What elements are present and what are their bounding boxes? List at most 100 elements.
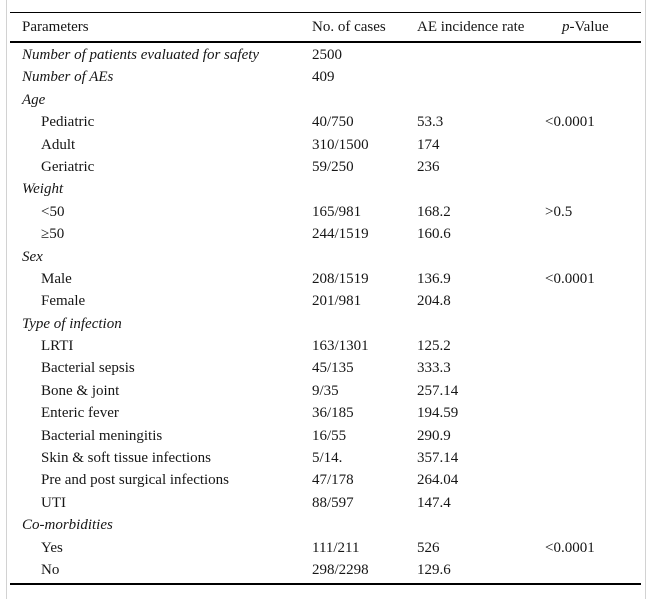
row-parameter-label: LRTI	[41, 338, 74, 355]
row-p-value	[545, 469, 641, 491]
row-parameter-label: Pre and post surgical infections	[41, 472, 230, 489]
row-p-value	[545, 313, 641, 335]
row-no-of-cases: 45/135	[312, 360, 354, 377]
row-no-of-cases: 163/1301	[312, 338, 369, 355]
row-p-value	[545, 402, 641, 424]
row-parameter-label: Bacterial meningitis	[41, 427, 163, 444]
row-ae-incidence-rate: 174	[417, 136, 440, 153]
table-row: LRTI 163/1301 125.2	[10, 335, 641, 357]
row-ae-incidence-rate: 160.6	[417, 226, 451, 243]
row-ae-incidence-rate	[417, 246, 545, 268]
row-ae-incidence-rate	[417, 178, 545, 200]
row-parameter-label: Bacterial sepsis	[41, 360, 135, 377]
row-ae-incidence-rate: 333.3	[417, 360, 451, 377]
row-parameter-label: Age	[22, 91, 46, 108]
table-row: Age	[10, 89, 641, 111]
row-parameter-label: Sex	[22, 248, 43, 265]
row-no-of-cases: 208/1519	[312, 270, 369, 287]
row-ae-incidence-rate: 129.6	[417, 561, 451, 578]
table-row: Sex	[10, 246, 641, 268]
row-p-value	[545, 44, 641, 66]
row-p-value	[545, 447, 641, 469]
table-row: Type of infection	[10, 313, 641, 335]
row-no-of-cases: 2500	[312, 47, 342, 63]
table-row: Bone & joint 9/35 257.14	[10, 380, 641, 402]
row-parameter-label: Geriatric	[41, 158, 95, 175]
row-no-of-cases: 298/2298	[312, 561, 369, 578]
table-row: No 298/2298 129.6	[10, 559, 641, 581]
row-ae-incidence-rate: 264.04	[417, 472, 459, 489]
table-row: Pediatric 40/750 53.3 <0.0001	[10, 111, 641, 133]
table-row: Male 208/1519 136.9 <0.0001	[10, 268, 641, 290]
row-p-value	[545, 380, 641, 402]
row-parameter-label: Weight	[22, 181, 64, 198]
table-row: Bacterial sepsis 45/135 333.3	[10, 357, 641, 379]
row-ae-incidence-rate: 257.14	[417, 382, 459, 399]
table-row: Skin & soft tissue infections 5/14. 357.…	[10, 447, 641, 469]
row-parameter-label: Male	[41, 270, 72, 287]
row-no-of-cases: 59/250	[312, 158, 354, 175]
row-parameter-label: Skin & soft tissue infections	[41, 450, 211, 467]
row-ae-incidence-rate: 125.2	[417, 338, 451, 355]
row-no-of-cases: 16/55	[312, 427, 347, 444]
row-no-of-cases: 5/14.	[312, 450, 343, 467]
row-no-of-cases: 310/1500	[312, 136, 369, 153]
row-p-value: <0.0001	[545, 270, 595, 287]
row-parameter-label: Pediatric	[41, 114, 95, 131]
table-row: Number of patients evaluated for safety …	[10, 44, 641, 66]
row-ae-incidence-rate	[417, 313, 545, 335]
row-parameter-label: Number of AEs	[22, 69, 114, 86]
row-ae-incidence-rate	[417, 66, 545, 88]
p-value-rest: -Value	[569, 19, 609, 35]
row-no-of-cases: 36/185	[312, 405, 354, 422]
row-no-of-cases: 165/981	[312, 203, 362, 220]
row-p-value	[545, 246, 641, 268]
row-p-value	[545, 335, 641, 357]
column-header-no-of-cases: No. of cases	[312, 19, 386, 35]
row-no-of-cases: 244/1519	[312, 226, 369, 243]
row-no-of-cases	[312, 89, 417, 111]
row-p-value	[545, 290, 641, 312]
table-row: Bacterial meningitis 16/55 290.9	[10, 425, 641, 447]
row-no-of-cases	[312, 246, 417, 268]
row-parameter-label: No	[41, 561, 60, 578]
table-row: Female 201/981 204.8	[10, 290, 641, 312]
row-ae-incidence-rate: 168.2	[417, 203, 451, 220]
row-parameter-label: <50	[41, 203, 65, 220]
row-p-value	[545, 357, 641, 379]
row-ae-incidence-rate: 357.14	[417, 450, 459, 467]
row-p-value	[545, 178, 641, 200]
row-p-value	[545, 425, 641, 447]
row-no-of-cases: 409	[312, 69, 335, 86]
row-ae-incidence-rate: 204.8	[417, 293, 451, 310]
table-row: Adult 310/1500 174	[10, 134, 641, 156]
row-ae-incidence-rate: 53.3	[417, 114, 444, 131]
table-row: Weight	[10, 178, 641, 200]
row-p-value: <0.0001	[545, 114, 595, 131]
row-ae-incidence-rate	[417, 89, 545, 111]
table-row: <50 165/981 168.2 >0.5	[10, 201, 641, 223]
row-ae-incidence-rate: 136.9	[417, 270, 451, 287]
row-no-of-cases: 9/35	[312, 382, 339, 399]
row-p-value	[545, 492, 641, 514]
row-ae-incidence-rate	[417, 44, 545, 66]
row-parameter-label: Female	[41, 293, 86, 310]
table-row: Pre and post surgical infections 47/178 …	[10, 469, 641, 491]
row-no-of-cases: 111/211	[312, 539, 360, 556]
row-p-value: <0.0001	[545, 539, 595, 556]
column-header-parameters: Parameters	[22, 19, 89, 35]
row-parameter-label: Adult	[41, 136, 76, 153]
table-row: Yes 111/211 526 <0.0001	[10, 537, 641, 559]
column-header-ae-incidence-rate: AE incidence rate	[417, 19, 525, 35]
row-p-value	[545, 134, 641, 156]
p-value-italic-p: p	[562, 19, 570, 35]
row-parameter-label: Number of patients evaluated for safety	[22, 47, 260, 63]
table-row: Geriatric 59/250 236	[10, 156, 641, 178]
row-ae-incidence-rate: 147.4	[417, 494, 451, 511]
row-p-value	[545, 514, 641, 536]
row-p-value	[545, 89, 641, 111]
row-no-of-cases: 40/750	[312, 114, 354, 131]
row-p-value: >0.5	[545, 203, 573, 220]
table-row: Number of AEs 409	[10, 66, 641, 88]
